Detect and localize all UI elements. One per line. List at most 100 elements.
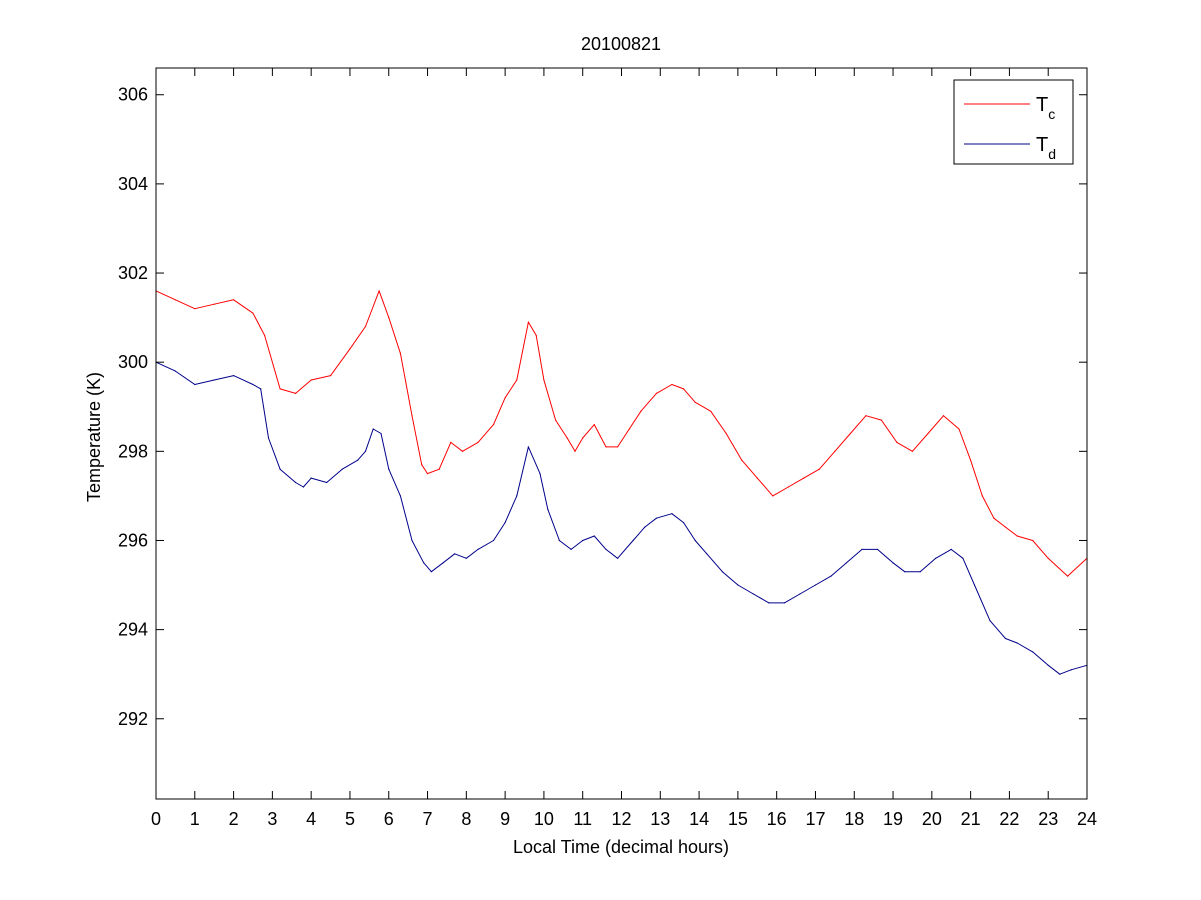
x-tick-label: 14 — [689, 809, 709, 829]
data-point — [787, 486, 789, 488]
data-point — [830, 575, 832, 577]
data-point — [725, 432, 727, 435]
data-point — [535, 334, 537, 336]
x-tick-label: 1 — [190, 809, 200, 829]
data-point — [768, 602, 770, 604]
data-point — [194, 308, 196, 310]
data-point — [942, 415, 945, 417]
data-point — [904, 571, 906, 573]
data-point — [752, 593, 755, 595]
data-point — [756, 477, 758, 479]
data-point — [357, 459, 359, 461]
x-tick-label: 17 — [805, 809, 825, 829]
x-tick-label: 2 — [229, 809, 239, 829]
y-axis-label: Temperature (K) — [84, 372, 104, 502]
y-tick-label: 302 — [118, 263, 148, 283]
data-point — [547, 508, 549, 510]
data-point — [516, 379, 518, 381]
x-tick-label: 15 — [728, 809, 748, 829]
data-point — [330, 375, 332, 377]
data-point — [919, 571, 921, 573]
data-point — [655, 517, 658, 519]
data-point — [1004, 526, 1007, 528]
data-point — [380, 432, 382, 435]
data-point — [799, 593, 801, 595]
data-point — [516, 495, 518, 497]
legend-label: Td — [1036, 134, 1056, 162]
series-layer — [155, 290, 1088, 675]
series-line-td — [155, 361, 1088, 675]
data-point — [558, 539, 561, 542]
data-point — [671, 383, 673, 386]
data-point — [927, 432, 929, 435]
x-tick-label: 8 — [461, 809, 471, 829]
data-point — [783, 602, 786, 604]
x-tick-label: 7 — [423, 809, 433, 829]
x-tick-label: 9 — [500, 809, 510, 829]
data-point — [1059, 673, 1061, 675]
y-tick-label: 292 — [118, 709, 148, 729]
y-tick-label: 304 — [118, 174, 148, 194]
data-point — [326, 481, 328, 484]
data-point — [950, 548, 952, 551]
data-point — [989, 620, 991, 622]
data-point — [295, 392, 297, 394]
x-tick-label: 22 — [999, 809, 1019, 829]
data-point — [399, 495, 401, 497]
data-point — [644, 526, 646, 528]
data-point — [892, 562, 894, 564]
data-point — [233, 299, 235, 301]
data-point — [252, 312, 254, 314]
legend-label-subscript: c — [1048, 106, 1055, 122]
data-point — [617, 557, 619, 559]
y-tick-label: 298 — [118, 441, 148, 461]
data-point — [555, 419, 557, 421]
legend-label-subscript: d — [1048, 146, 1056, 162]
x-tick-label: 24 — [1077, 809, 1097, 829]
x-tick-label: 20 — [922, 809, 942, 829]
x-tick-label: 4 — [306, 809, 316, 829]
data-point — [1004, 637, 1007, 640]
data-point — [834, 450, 836, 452]
data-point — [310, 379, 312, 381]
data-point — [803, 477, 805, 479]
data-point — [1070, 669, 1073, 671]
x-tick-label: 16 — [767, 809, 787, 829]
x-tick-label: 6 — [384, 809, 394, 829]
data-point — [876, 548, 879, 551]
data-point — [981, 495, 983, 497]
data-point — [896, 441, 898, 443]
data-point — [438, 468, 440, 470]
data-point — [372, 428, 374, 430]
data-point — [477, 441, 479, 443]
data-point — [721, 571, 724, 573]
data-point — [279, 388, 281, 390]
data-point — [880, 419, 883, 421]
data-point — [706, 553, 708, 555]
data-point — [861, 548, 863, 551]
data-point — [958, 428, 960, 430]
data-point — [772, 495, 774, 497]
data-point — [194, 383, 196, 386]
data-point — [694, 401, 696, 403]
x-tick-label: 11 — [573, 809, 592, 829]
data-point — [504, 397, 506, 399]
data-point — [710, 410, 712, 412]
data-point — [388, 468, 390, 470]
x-tick-label: 12 — [611, 809, 631, 829]
data-point — [605, 446, 607, 448]
data-point — [411, 415, 413, 417]
data-point — [302, 486, 304, 488]
data-point — [628, 428, 630, 430]
x-tick-label: 19 — [883, 809, 903, 829]
x-axis-label: Local Time (decimal hours) — [513, 837, 729, 857]
data-point — [741, 459, 743, 461]
data-point — [1067, 575, 1069, 577]
data-point — [264, 334, 266, 336]
x-tick-label: 10 — [534, 809, 554, 829]
data-point — [655, 392, 658, 394]
data-point — [1032, 539, 1034, 542]
data-point — [911, 450, 914, 452]
data-point — [426, 473, 429, 475]
legend-label: Tc — [1036, 94, 1055, 122]
